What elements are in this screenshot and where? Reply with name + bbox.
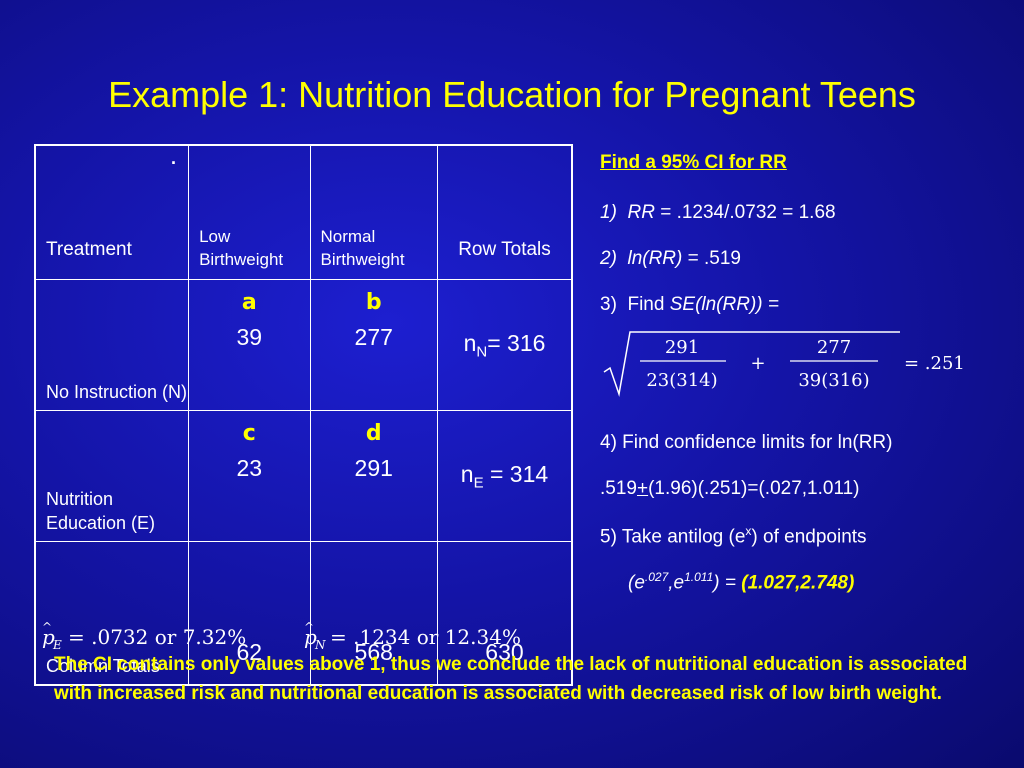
formula-result: = .251: [904, 353, 965, 374]
p-hat-n-subscript: N: [314, 638, 326, 652]
p-hat-e-caret: ^: [42, 622, 52, 634]
row-total-n: nN= 316: [436, 279, 573, 411]
grand-total: 630: [436, 541, 573, 686]
cell-letter-d: d: [365, 421, 382, 446]
p-hat-e-subscript: E: [52, 638, 62, 652]
slide-title: Example 1: Nutrition Education for Pregn…: [108, 74, 916, 115]
table-row-column-totals: Column Totals 62 568 630: [34, 541, 573, 686]
step-5: 5) Take antilog (ex) of endpoints: [600, 524, 867, 548]
se-formula: 291 23(314) + 277 39(316) = .251: [603, 331, 965, 397]
table-row: No Instruction (N) a 39 b 277 nN= 316: [34, 279, 573, 411]
cell-value: 39: [236, 324, 263, 350]
row-label-nutrition-education: Nutrition Education (E): [34, 410, 190, 542]
step-4-calc: .519+(1.96)(.251)=(.027,1.011): [600, 478, 860, 499]
step-2: 2) ln(RR) = .519: [600, 248, 741, 269]
header-treatment: . Treatment: [34, 144, 190, 280]
step-6-result: (e.027,e1.011) = (1.027,2.748): [628, 570, 855, 594]
steps-heading: Find a 95% CI for RR: [600, 152, 787, 173]
row-label-column-totals: Column Totals: [34, 541, 190, 686]
sqrt-sign: [603, 331, 900, 397]
cell-value: 291: [354, 455, 393, 481]
p-hat-n-symbol: p: [304, 625, 317, 649]
table-header-row: . Treatment Low Birthweight Normal Birth…: [34, 144, 573, 280]
step-3: 3) Find SE(ln(RR)) =: [600, 294, 779, 315]
header-row-totals: Row Totals: [436, 144, 573, 280]
cell-d: d 291: [309, 410, 438, 542]
step-1: 1) RR = .1234/.0732 = 1.68: [600, 202, 836, 223]
cell-c: c 23: [188, 410, 311, 542]
ci-result: (1.027,2.748): [741, 572, 855, 594]
header-low-birthweight: Low Birthweight: [188, 144, 311, 280]
cell-b: b 277: [309, 279, 438, 411]
column-total-low: 62: [188, 541, 311, 686]
column-total-normal: 568: [309, 541, 438, 686]
cell-letter-c: c: [242, 421, 256, 446]
contingency-table: . Treatment Low Birthweight Normal Birth…: [34, 144, 573, 686]
fraction-2-denominator: 39(316): [798, 370, 869, 391]
cell-a: a 39: [188, 279, 311, 411]
table-row: Nutrition Education (E) c 23 d 291 nE = …: [34, 410, 573, 542]
p-hat-e-symbol: p: [42, 625, 55, 649]
fraction-1-denominator: 23(314): [646, 370, 717, 391]
plus-sign: +: [750, 353, 765, 374]
cell-value: 277: [354, 324, 393, 350]
row-total-e: nE = 314: [436, 410, 573, 542]
p-hat-e-value: = .0732 or 7.32%: [68, 625, 246, 649]
p-hat-n-caret: ^: [304, 622, 314, 634]
cell-letter-a: a: [241, 290, 257, 315]
fraction-1-numerator: 291: [665, 337, 699, 358]
cell-value: 23: [236, 455, 263, 481]
p-hat-n-value: = .1234 or 12.34%: [330, 625, 521, 649]
step-4: 4) Find confidence limits for ln(RR): [600, 432, 893, 453]
row-label-no-instruction: No Instruction (N): [34, 279, 190, 411]
header-dot: .: [171, 148, 177, 168]
fraction-2-numerator: 277: [817, 337, 851, 358]
cell-letter-b: b: [365, 290, 382, 315]
proportion-estimates: p ^ E = .0732 or 7.32% p ^ N = .1234 or …: [42, 622, 521, 652]
header-normal-birthweight: Normal Birthweight: [309, 144, 438, 280]
conclusion-text: The CI contains only values above 1, thu…: [54, 654, 968, 704]
